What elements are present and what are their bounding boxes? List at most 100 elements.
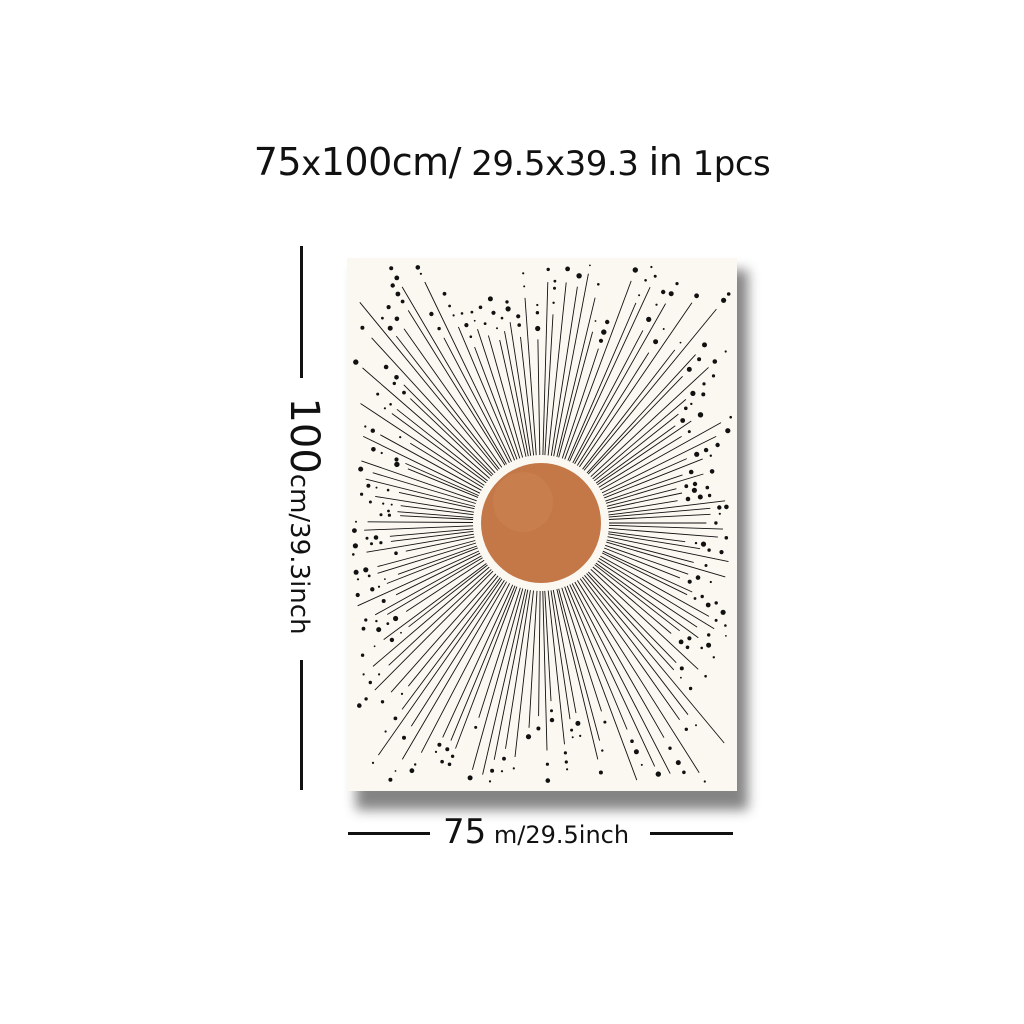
ray-dot [394,457,399,462]
height-units: cm/39.3inch [284,473,314,635]
ray-dot [452,314,455,317]
sun-ray [553,273,589,457]
ray-dot [390,283,395,288]
ray-dot [419,272,422,275]
sun-circle [481,463,601,583]
sun-ray [390,530,474,542]
ray-dot [402,735,406,740]
ray-dot [367,574,371,578]
width-units: m/29.5inch [486,821,630,849]
ray-dot [370,428,375,433]
sun-rays [357,273,729,781]
sun-ray [400,515,474,520]
sun-ray [424,281,512,462]
sun-ray [592,399,687,480]
ray-dot [668,291,674,297]
ray-dot [655,303,658,306]
sun-ray [388,569,492,666]
ray-dot [545,762,549,766]
sun-texture [493,472,553,532]
ray-dot [721,297,727,303]
ray-dot [448,304,451,308]
width-rule-left [348,832,430,835]
ray-dot [701,392,706,397]
ray-dot [357,703,362,708]
ray-dot [697,412,704,418]
height-value: 100 [281,397,327,474]
sun-ray [608,500,726,516]
title-height-cm: 100cm/ [320,140,462,184]
ray-dot [638,294,641,297]
sun-ray [401,577,501,710]
ray-dot [364,618,368,622]
sun-ray [378,578,503,756]
ray-dot [693,597,697,600]
ray-dot [387,513,391,517]
ray-dot [680,676,682,679]
ray-dot [566,768,569,771]
sun-ray [574,581,665,738]
ray-dot [597,283,600,286]
ray-dot [380,451,383,455]
sun-ray [365,478,476,507]
ray-dot [415,265,421,270]
ray-dot [719,550,724,555]
ray-dot [522,272,525,275]
sun-ray [608,524,724,530]
ray-dot [368,500,372,504]
ray-dot [707,493,712,498]
ray-dot [352,543,358,549]
sun-ray [606,488,677,507]
sun-ray [455,586,518,749]
ray-dot [353,569,359,575]
ray-dot [488,780,492,783]
ray-dot [384,578,386,580]
ray-dot [371,447,376,452]
ray-dot [714,601,718,605]
sun-ray [474,346,518,460]
sun-ray [567,302,637,461]
ray-dot [373,645,376,648]
ray-dot [487,296,493,302]
ray-dot [491,310,496,315]
ray-dot [394,375,399,380]
sun-ray [595,562,699,639]
ray-dot [697,357,702,362]
ray-dot [630,739,634,743]
ray-dot [705,602,711,608]
sun-ray [407,468,479,498]
sun-ray [608,500,678,513]
ray-dot [661,289,666,295]
ray-dot [576,273,582,279]
sun-ray [360,403,485,486]
ray-dot [680,418,686,423]
sun-ray [374,570,494,691]
sun-ray [594,413,679,482]
sun-ray [572,330,644,464]
ray-dot [442,291,447,296]
sun-ray [366,533,474,553]
sun-ray [558,588,601,741]
ray-dot [378,673,381,676]
ray-dot [360,492,364,496]
ray-dot [536,726,541,731]
sun-ray [397,545,478,575]
ray-dot [724,624,727,627]
ray-dot [706,642,712,648]
ray-dot [640,763,643,766]
sun-ray [505,590,531,749]
ray-dot [718,512,721,515]
sun-ray [564,280,632,460]
sun-ray [542,590,548,751]
ray-dot [694,451,700,457]
title-width-cm: 75 [253,140,302,184]
ray-dot [694,293,699,299]
ray-dot [366,483,371,488]
ray-dot [505,300,509,304]
ray-dot [516,314,521,319]
ray-dot [707,548,711,552]
ray-dot [684,406,688,411]
ray-dot [365,536,369,540]
ray-dot [729,415,732,419]
ray-dot [546,267,550,272]
